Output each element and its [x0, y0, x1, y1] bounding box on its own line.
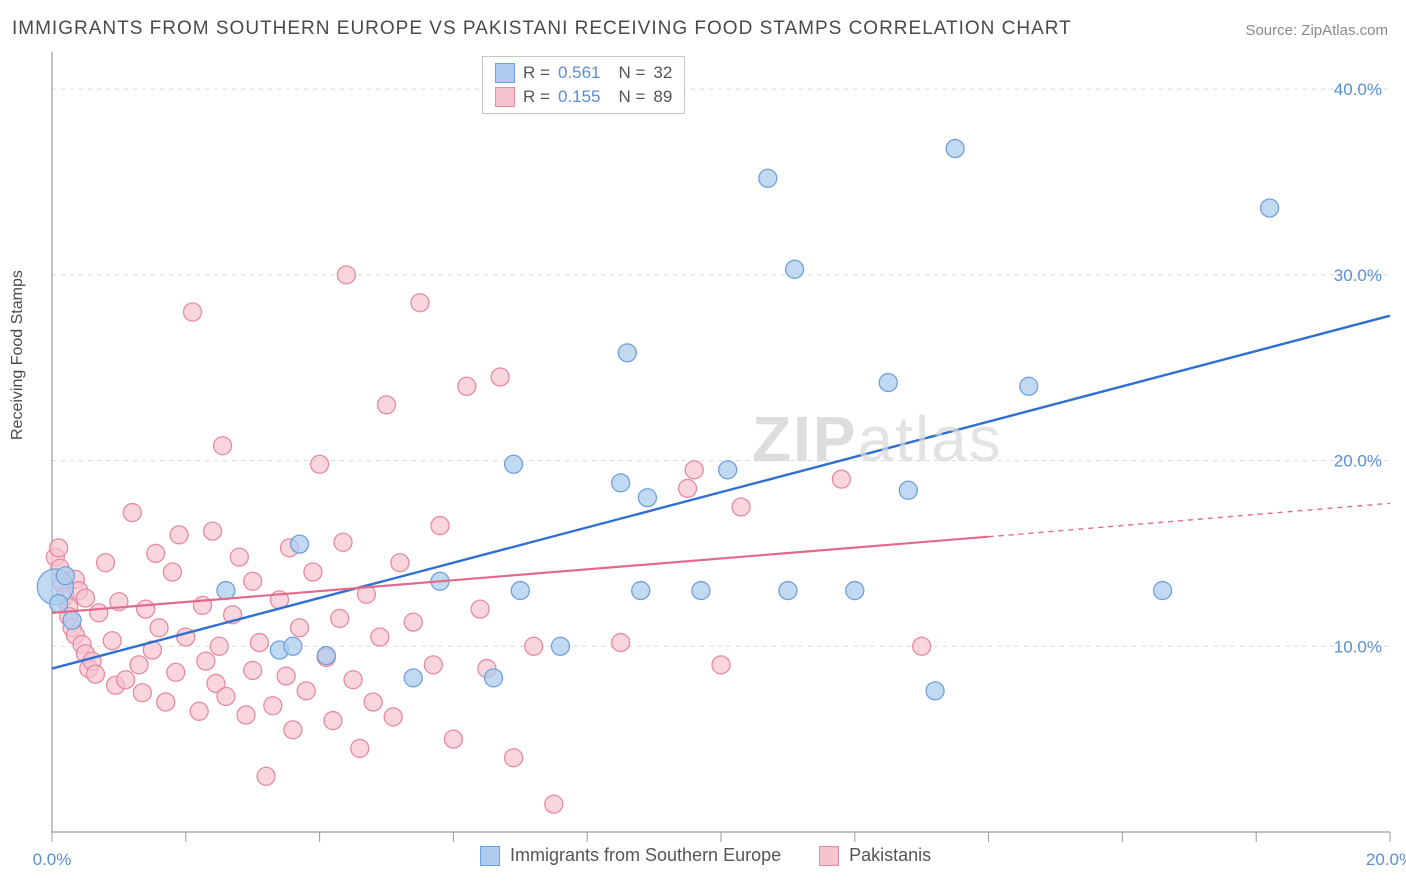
- swatch-pink: [495, 87, 515, 107]
- svg-text:20.0%: 20.0%: [1334, 452, 1382, 471]
- legend-row-blue: R = 0.561 N = 32: [495, 61, 672, 85]
- chart-svg: 10.0% 20.0% 30.0% 40.0%: [52, 52, 1390, 832]
- y-axis-title: Receiving Food Stamps: [9, 270, 27, 440]
- x-tick-label: 20.0%: [1366, 850, 1406, 870]
- svg-text:40.0%: 40.0%: [1334, 80, 1382, 99]
- legend-label-pink: Pakistanis: [849, 845, 931, 866]
- legend-label-blue: Immigrants from Southern Europe: [510, 845, 781, 866]
- swatch-series-blue: [480, 846, 500, 866]
- swatch-series-pink: [819, 846, 839, 866]
- legend-correlation: R = 0.561 N = 32 R = 0.155 N = 89: [482, 56, 685, 114]
- legend-row-pink: R = 0.155 N = 89: [495, 85, 672, 109]
- correlation-chart: IMMIGRANTS FROM SOUTHERN EUROPE VS PAKIS…: [0, 0, 1406, 892]
- chart-title: IMMIGRANTS FROM SOUTHERN EUROPE VS PAKIS…: [12, 18, 1072, 40]
- plot-area: 10.0%20.0%30.0%40.0% ZIPatlas R = 0.561 …: [52, 52, 1390, 832]
- legend-series: Immigrants from Southern Europe Pakistan…: [480, 845, 931, 866]
- svg-text:30.0%: 30.0%: [1334, 266, 1382, 285]
- svg-text:10.0%: 10.0%: [1334, 637, 1382, 656]
- swatch-blue: [495, 63, 515, 83]
- source-label: Source: ZipAtlas.com: [1245, 22, 1388, 39]
- x-tick-label: 0.0%: [33, 850, 72, 870]
